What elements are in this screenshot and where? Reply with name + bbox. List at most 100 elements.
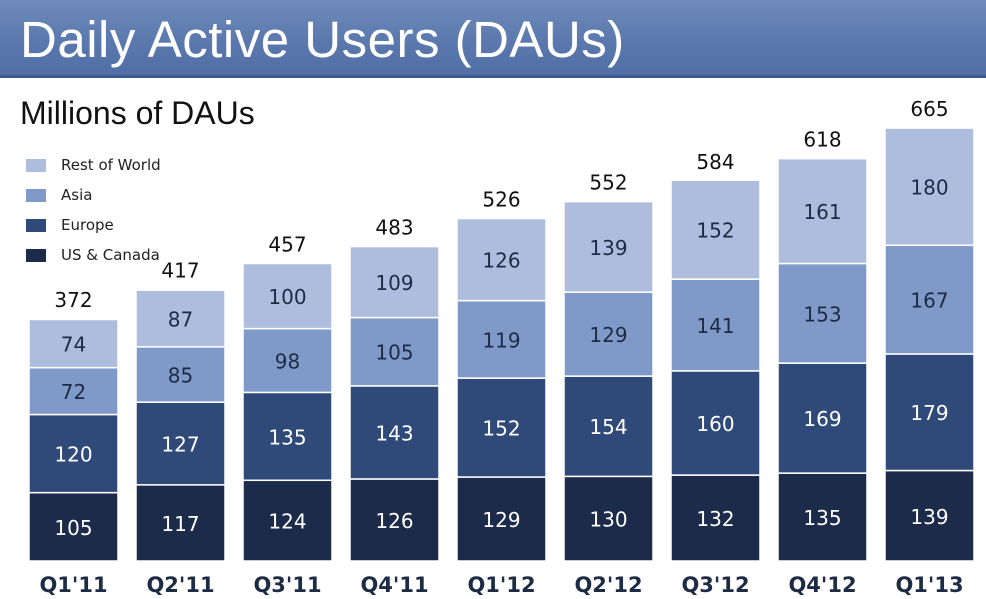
bar-us-canada-q1-11 — [28, 491, 119, 562]
total-label-q1-11: 372 — [54, 288, 92, 312]
data-label-europe-q1-13: 179 — [910, 401, 948, 425]
bar-europe-q1-12 — [456, 377, 547, 478]
data-label-europe-q2-12: 154 — [589, 415, 627, 439]
data-label-rest-of-world-q1-11: 74 — [61, 333, 86, 357]
legend-item-europe: Europe — [26, 210, 161, 240]
legend-swatch-europe — [26, 218, 46, 232]
total-label-q4-12: 618 — [803, 128, 841, 152]
bar-europe-q3-12 — [670, 370, 761, 476]
bar-rest-of-world-q4-12 — [777, 157, 868, 265]
x-tick-label-q1-13: Q1'13 — [895, 573, 963, 597]
x-tick-label-q2-12: Q2'12 — [574, 573, 642, 597]
chart-subtitle: Millions of DAUs — [20, 95, 255, 131]
data-label-rest-of-world-q1-13: 180 — [910, 176, 948, 200]
bar-asia-q4-11 — [349, 316, 440, 387]
data-label-us-canada-q1-12: 129 — [482, 508, 520, 532]
data-label-asia-q3-12: 141 — [696, 314, 734, 338]
data-label-asia-q1-11: 72 — [61, 380, 86, 404]
legend: Rest of World Asia Europe US & Canada — [26, 150, 161, 270]
data-label-europe-q1-12: 152 — [482, 417, 520, 441]
data-label-asia-q1-13: 167 — [910, 289, 948, 313]
data-label-us-canada-q4-12: 135 — [803, 506, 841, 530]
bar-asia-q1-13 — [884, 244, 975, 355]
data-label-asia-q4-12: 153 — [803, 302, 841, 326]
bar-us-canada-q1-12 — [456, 476, 547, 562]
bar-asia-q2-12 — [563, 291, 654, 377]
data-label-rest-of-world-q3-11: 100 — [268, 285, 306, 309]
bar-europe-q4-12 — [777, 362, 868, 474]
x-tick-label-q3-11: Q3'11 — [253, 573, 321, 597]
data-label-rest-of-world-q2-12: 139 — [589, 236, 627, 260]
bar-us-canada-q3-11 — [242, 479, 333, 562]
bar-rest-of-world-q1-11 — [28, 318, 119, 369]
data-label-rest-of-world-q3-12: 152 — [696, 219, 734, 243]
data-label-europe-q2-11: 127 — [161, 432, 199, 456]
legend-swatch-asia — [26, 188, 46, 202]
title-bar: Daily Active Users (DAUs) — [0, 0, 986, 78]
bar-rest-of-world-q3-11 — [242, 262, 333, 330]
legend-label-us-canada: US & Canada — [61, 246, 160, 264]
legend-item-us-canada: US & Canada — [26, 240, 161, 270]
bar-us-canada-q2-12 — [563, 475, 654, 562]
legend-label-asia: Asia — [61, 186, 93, 204]
total-label-q3-12: 584 — [696, 150, 734, 174]
legend-swatch-us-canada — [26, 248, 46, 262]
legend-label-europe: Europe — [61, 216, 114, 234]
x-tick-label-q1-11: Q1'11 — [39, 573, 107, 597]
slide-title: Daily Active Users (DAUs) — [20, 11, 625, 68]
data-label-rest-of-world-q4-12: 161 — [803, 200, 841, 224]
bar-asia-q3-11 — [242, 327, 333, 394]
data-label-europe-q4-11: 143 — [375, 421, 413, 445]
data-label-us-canada-q2-11: 117 — [161, 512, 199, 536]
bar-europe-q3-11 — [242, 391, 333, 482]
data-label-asia-q2-12: 129 — [589, 323, 627, 347]
total-label-q4-11: 483 — [375, 216, 413, 240]
bar-rest-of-world-q2-12 — [563, 200, 654, 293]
x-tick-label-q3-12: Q3'12 — [681, 573, 749, 597]
bar-europe-q2-12 — [563, 375, 654, 478]
bar-rest-of-world-q3-12 — [670, 179, 761, 280]
bar-us-canada-q1-13 — [884, 469, 975, 562]
bar-us-canada-q4-11 — [349, 478, 440, 562]
bar-europe-q1-11 — [28, 413, 119, 494]
bar-europe-q2-11 — [135, 401, 226, 486]
data-label-rest-of-world-q2-11: 87 — [168, 308, 193, 332]
data-label-asia-q4-11: 105 — [375, 341, 413, 365]
data-label-us-canada-q1-11: 105 — [54, 516, 92, 540]
bar-asia-q2-11 — [135, 346, 226, 403]
bar-us-canada-q3-12 — [670, 474, 761, 562]
x-tick-label-q4-12: Q4'12 — [788, 573, 856, 597]
data-label-asia-q2-11: 85 — [168, 363, 193, 387]
data-label-rest-of-world-q4-11: 109 — [375, 271, 413, 295]
bar-asia-q1-11 — [28, 366, 119, 416]
legend-item-asia: Asia — [26, 180, 161, 210]
total-label-q1-12: 526 — [482, 188, 520, 212]
total-label-q1-13: 665 — [910, 97, 948, 121]
data-label-europe-q1-11: 120 — [54, 443, 92, 467]
data-label-us-canada-q2-12: 130 — [589, 508, 627, 532]
x-tick-label-q4-11: Q4'11 — [360, 573, 428, 597]
data-label-asia-q3-11: 98 — [275, 349, 300, 373]
total-label-q2-11: 417 — [161, 259, 199, 283]
data-label-europe-q3-12: 160 — [696, 412, 734, 436]
legend-item-rest-of-world: Rest of World — [26, 150, 161, 180]
x-tick-label-q1-12: Q1'12 — [467, 573, 535, 597]
bar-europe-q1-13 — [884, 353, 975, 472]
bar-us-canada-q2-11 — [135, 484, 226, 562]
data-label-europe-q3-11: 135 — [268, 425, 306, 449]
legend-label-rest-of-world: Rest of World — [61, 156, 161, 174]
legend-swatch-rest-of-world — [26, 158, 46, 172]
total-label-q3-11: 457 — [268, 232, 306, 256]
total-label-q2-12: 552 — [589, 171, 627, 195]
data-label-europe-q4-12: 169 — [803, 407, 841, 431]
bar-asia-q3-12 — [670, 278, 761, 372]
data-label-us-canada-q3-12: 132 — [696, 507, 734, 531]
data-label-asia-q1-12: 119 — [482, 328, 520, 352]
bar-rest-of-world-q1-13 — [884, 127, 975, 247]
data-label-us-canada-q1-13: 139 — [910, 505, 948, 529]
bar-rest-of-world-q4-11 — [349, 245, 440, 319]
x-tick-label-q2-11: Q2'11 — [146, 573, 214, 597]
bar-europe-q4-11 — [349, 385, 440, 480]
data-label-us-canada-q4-11: 126 — [375, 509, 413, 533]
